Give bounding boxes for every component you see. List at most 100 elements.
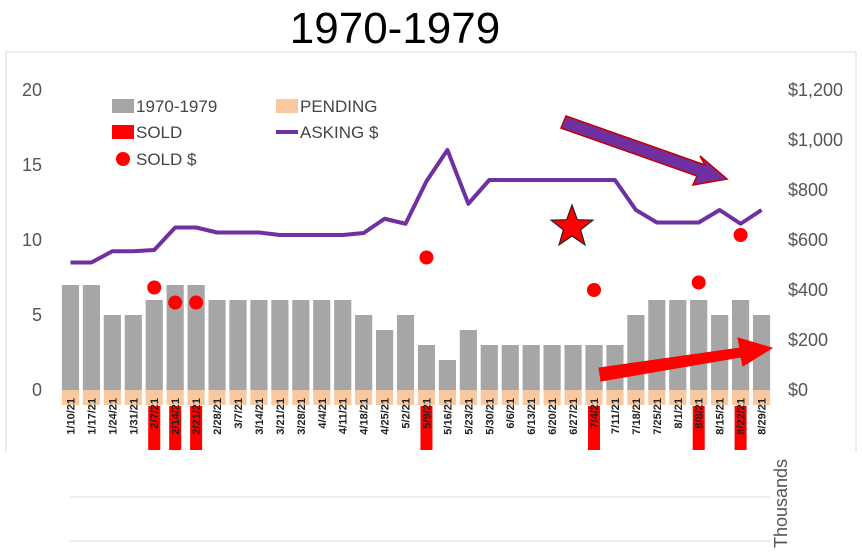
bar-pending (187, 390, 205, 405)
x-tick-label: 4/25/21 (380, 398, 392, 435)
x-tick-label: 1/10/21 (65, 398, 77, 435)
bar-pending (229, 390, 247, 405)
bar-1970-1979 (648, 300, 666, 390)
left-axis-tick: 10 (22, 230, 42, 250)
axes-layer: 0 5 10 15 20 $0 $200 $400 $600 $800 $1,000 $1,200 (22, 80, 843, 400)
x-tick-label: 6/27/21 (568, 398, 580, 435)
bar-1970-1979 (250, 300, 268, 390)
x-tick-label: 7/11/21 (610, 398, 622, 434)
left-axis-tick: 20 (22, 80, 42, 100)
x-tick-label: 5/2/21 (401, 398, 413, 429)
sold-price-point (691, 275, 706, 290)
bar-1970-1979 (124, 315, 142, 390)
x-tick-label: 5/9/21 (421, 398, 433, 429)
bar-1970-1979 (61, 285, 80, 390)
bar-pending (459, 390, 477, 405)
bar-pending (250, 390, 268, 405)
bar-pending (334, 390, 352, 405)
bar-pending (480, 390, 498, 405)
bar-pending (501, 390, 519, 405)
annotations-layer (549, 115, 774, 382)
bar-sold (734, 406, 747, 450)
legend-label: SOLD $ (136, 150, 197, 169)
right-axis-tick: $200 (788, 330, 828, 350)
bar-1970-1979 (522, 345, 540, 390)
bar-1970-1979 (208, 300, 226, 390)
bar-pending (752, 390, 771, 405)
bar-1970-1979 (334, 300, 352, 390)
bar-1970-1979 (564, 345, 582, 390)
bar-pending (732, 390, 750, 405)
x-tick-label: 7/4/21 (589, 398, 601, 429)
right-axis-tick: $400 (788, 280, 828, 300)
asking-line-layer (70, 148, 763, 265)
bar-1970-1979 (82, 285, 100, 390)
x-tick-label: 4/11/21 (338, 398, 350, 434)
bar-pending (543, 390, 561, 405)
legend-label: 1970-1979 (136, 97, 217, 116)
bar-1970-1979 (480, 345, 498, 390)
legend-label: ASKING $ (300, 123, 379, 142)
x-tick-label: 2/21/21 (191, 398, 203, 435)
bar-pending (711, 390, 729, 405)
chart-frame (5, 51, 857, 542)
x-labels-layer: 1/10/21 1/17/21 1/24/21 1/31/21 2/7/21 2/14/2… (65, 398, 768, 435)
x-tick-label: 4/4/21 (317, 398, 329, 429)
x-tick-label: 6/20/21 (547, 398, 559, 435)
bar-pending (585, 390, 603, 405)
bar-1970-1979 (187, 285, 205, 390)
bar-sold (420, 406, 433, 450)
right-axis-tick: $800 (788, 180, 828, 200)
bar-pending (145, 390, 163, 405)
legend-swatch (116, 152, 130, 166)
x-tick-label: 3/21/21 (275, 398, 287, 435)
bar-pending (396, 390, 415, 405)
bar-pending (690, 390, 708, 405)
bar-1970-1979 (585, 345, 603, 390)
bar-pending (355, 390, 373, 405)
left-axis-tick: 5 (32, 305, 42, 325)
bar-1970-1979 (669, 300, 687, 390)
x-tick-label: 8/29/21 (757, 398, 769, 435)
bar-1970-1979 (355, 315, 373, 390)
x-tick-label: 2/7/21 (149, 398, 161, 429)
bar-pending (606, 390, 624, 405)
bar-pending (564, 390, 582, 405)
bar-1970-1979 (690, 300, 708, 390)
x-tick-label: 2/14/21 (170, 398, 182, 435)
x-tick-label: 8/8/21 (694, 398, 706, 429)
bar-1970-1979 (145, 300, 163, 390)
x-tick-label: 8/1/21 (673, 398, 685, 429)
x-tick-label: 8/22/21 (736, 398, 748, 435)
bar-1970-1979 (459, 330, 477, 390)
x-tick-label: 8/15/21 (715, 398, 727, 435)
legend-swatch (276, 99, 298, 113)
asking-price-line (70, 148, 763, 265)
x-tick-label: 4/18/21 (359, 398, 371, 435)
sold-price-point (147, 280, 162, 295)
bar-pending (522, 390, 540, 405)
legend-swatch (112, 125, 134, 139)
bar-pending (417, 390, 436, 405)
bar-1970-1979 (501, 345, 519, 390)
bar-sold (148, 406, 161, 450)
bar-pending (208, 390, 226, 405)
x-tick-label: 6/6/21 (505, 398, 517, 429)
right-axis-tick: $600 (788, 230, 828, 250)
bar-sold (190, 406, 203, 450)
red-arrow-annotation (598, 337, 774, 382)
x-tick-label: 6/13/21 (526, 398, 538, 435)
bar-1970-1979 (103, 315, 121, 390)
bar-1970-1979 (313, 300, 331, 390)
sold-price-point (587, 283, 601, 297)
bar-pending (61, 390, 80, 405)
sold-price-point (419, 250, 434, 265)
legend-label: SOLD (136, 123, 182, 142)
bar-1970-1979 (166, 285, 184, 390)
x-tick-label: 7/25/21 (652, 398, 664, 435)
x-tick-label: 7/18/21 (631, 398, 643, 435)
x-tick-label: 1/17/21 (86, 398, 98, 435)
x-tick-label: 3/14/21 (254, 398, 266, 435)
left-axis-tick: 15 (22, 155, 42, 175)
